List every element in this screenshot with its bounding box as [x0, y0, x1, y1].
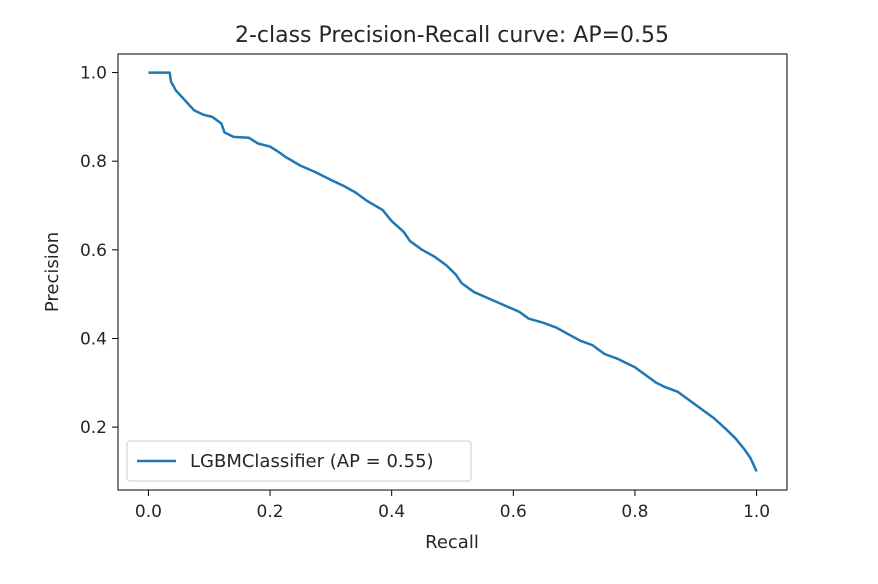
y-tick-label: 0.4 [80, 329, 107, 349]
legend-box [126, 440, 472, 482]
legend: LGBMClassifier (AP = 0.55) [126, 440, 472, 482]
x-tick-label: 0.6 [500, 502, 527, 522]
y-axis-ticks: 0.2 0.4 0.6 0.8 1.0 [80, 64, 118, 438]
x-tick-label: 0.4 [378, 502, 405, 522]
series-line-0 [148, 71, 758, 472]
chart-title: 2-class Precision-Recall curve: AP=0.55 [235, 23, 669, 48]
legend-label-series-0: LGBMClassifier (AP = 0.55) [190, 451, 434, 472]
y-tick-label: 0.2 [80, 418, 107, 438]
y-tick-label: 0.6 [80, 241, 107, 261]
plot-area [148, 71, 758, 472]
x-tick-label: 0.0 [135, 502, 162, 522]
x-tick-label: 0.2 [257, 502, 284, 522]
y-tick-label: 1.0 [80, 64, 107, 84]
y-axis-label: Precision [42, 232, 63, 312]
x-tick-label: 1.0 [743, 502, 770, 522]
plot-frame [117, 53, 788, 491]
x-axis-label: Recall [425, 532, 479, 553]
y-tick-label: 0.8 [80, 152, 107, 172]
x-tick-label: 0.8 [621, 502, 648, 522]
x-axis-ticks: 0.0 0.2 0.4 0.6 0.8 1.0 [135, 490, 770, 522]
